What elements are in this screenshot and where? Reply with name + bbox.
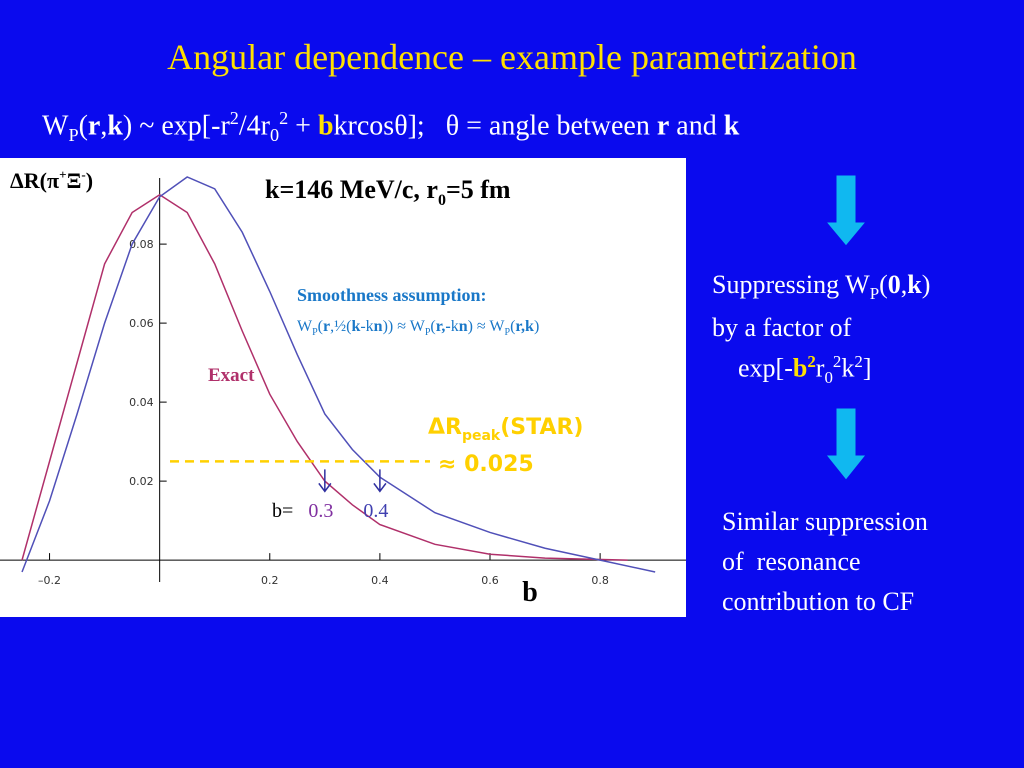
f: + [288,110,318,142]
f: 2 [229,108,239,128]
line: Suppressing WP(0,k) [712,270,931,304]
line: Similar suppression [722,507,928,536]
f: ) ~ exp[-r [122,110,230,142]
y-tick-label: 0.08 [129,238,154,251]
f: krcosθ]; θ = angle between [333,110,657,142]
chart: ΔR(π+Ξ-) k=146 MeV/c, r0=5 fm Smoothness… [0,158,686,617]
b-value: 0.4 [363,500,388,522]
f: k [723,110,740,142]
f: and [669,110,724,142]
f: r [656,110,670,142]
b-arrow [373,469,387,493]
f: W [42,110,69,142]
chart-title: k=146 MeV/c, r0=5 fm [265,175,511,209]
b-prefix: b= [272,500,293,522]
y-tick-label: 0.04 [129,396,154,409]
suppress-text: Suppressing WP(0,k) by a factor of exp[-b2… [712,268,930,395]
formula: WP(r,k) ~ exp[-r2/4r02 + bkrcosθ]; θ = a… [42,108,739,146]
x-tick-label: 0.6 [481,574,499,587]
x-label: b [522,577,538,608]
line: of resonance [722,547,861,576]
f: b [317,110,334,142]
f: k [107,110,123,142]
y-tick-label: 0.02 [129,475,154,488]
x-tick-label: –0.2 [38,574,61,587]
line-series [21,176,656,573]
x-tick-label: 0.2 [261,574,279,587]
down-arrow [824,407,868,481]
line: contribution to CF [722,587,915,616]
f: , [100,110,108,142]
down-arrow [824,174,868,247]
smoothness-title: Smoothness assumption: [297,285,487,305]
smoothness-formula: WP(r,½(k-kn)) ≈ WP(r,-kn) ≈ WP(r,k) [297,318,539,338]
y-label: ΔR(π+Ξ-) [10,167,93,193]
f: P [68,124,79,145]
star-value: ≈ 0.025 [438,452,534,477]
f: 2 [279,108,289,128]
b-arrow [318,469,332,493]
x-tick-label: 0.8 [591,574,609,587]
x-tick-label: 0.4 [371,574,389,587]
slide-title: Angular dependence – example parametriza… [167,37,857,77]
series-label: Exact [208,365,255,386]
similar-text: Similar suppression of resonance contribut… [722,502,928,622]
y-tick-label: 0.06 [129,317,154,330]
b-value: 0.3 [308,500,333,522]
f: /4r [238,110,270,142]
line: by a factor of [712,313,852,343]
f: ( [78,110,88,142]
f: r [87,110,101,142]
line-series [21,193,628,561]
f: 0 [269,124,280,145]
line: exp[-b2r02k2] [738,352,872,388]
star-label: ΔRpeak(STAR) [428,415,583,444]
